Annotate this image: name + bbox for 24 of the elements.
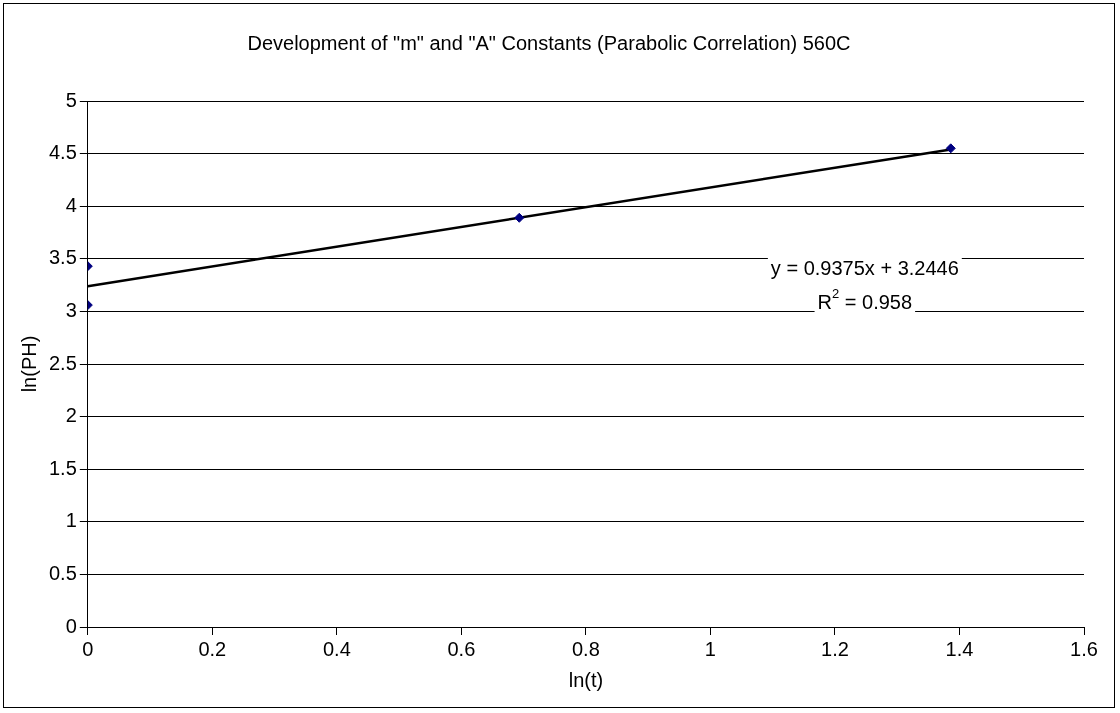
y-tick-label: 0.5 — [48, 561, 77, 584]
y-axis-title: ln(PH) — [17, 335, 40, 393]
x-tick-label: 1.6 — [1070, 637, 1098, 660]
x-tick-label: 0.4 — [322, 637, 351, 660]
x-tick-label: 1 — [704, 637, 716, 660]
x-tick-label: 0.6 — [447, 637, 476, 660]
y-tick-label: 3.5 — [48, 246, 77, 269]
x-tick-label: 0 — [82, 637, 94, 660]
x-tick-label: 1.2 — [821, 637, 849, 660]
x-tick-label: 1.4 — [945, 637, 974, 660]
y-tick-label: 1 — [65, 509, 77, 532]
annotation: y = 0.9375x + 3.2446 — [770, 256, 959, 279]
y-tick-label: 5 — [65, 88, 77, 111]
x-axis-title: ln(t) — [568, 668, 604, 691]
x-tick-label: 0.8 — [572, 637, 600, 660]
chart-title: Development of "m" and "A" Constants (Parabolic Correlation) 560C — [247, 31, 851, 54]
y-tick-label: 3 — [65, 298, 77, 321]
y-tick-label: 2 — [65, 404, 77, 427]
y-tick-label: 1.5 — [48, 456, 77, 479]
y-tick-label: 2.5 — [48, 351, 77, 374]
y-tick-label: 4.5 — [48, 141, 77, 164]
x-tick-label: 0.2 — [198, 637, 227, 660]
y-tick-label: 4 — [65, 193, 77, 216]
y-tick-label: 0 — [65, 614, 77, 637]
